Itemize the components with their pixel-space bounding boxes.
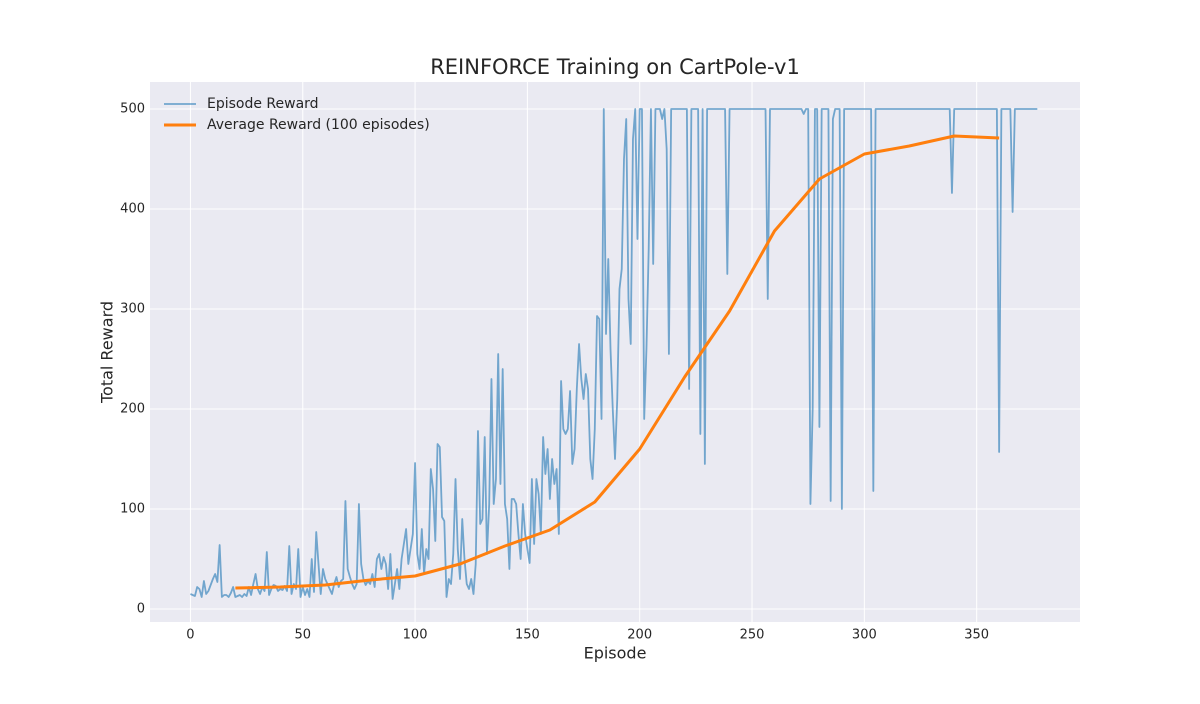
x-tick-label: 0 [186,628,194,643]
y-tick-label: 0 [137,602,145,617]
series-line [190,108,1038,600]
x-tick-label: 100 [403,628,428,643]
x-tick-label: 350 [964,628,989,643]
y-axis-label: Total Reward [98,301,117,404]
y-tick-label: 200 [120,402,145,417]
series-line [235,134,1000,590]
plot-area [150,82,1080,622]
y-tick-label: 300 [120,302,145,317]
chart-title: REINFORCE Training on CartPole-v1 [430,55,800,79]
y-tick-label: 400 [120,202,145,217]
x-tick-label: 50 [294,628,311,643]
x-tick-label: 300 [852,628,877,643]
x-axis-label: Episode [584,644,647,663]
legend-label: Episode Reward [207,96,319,112]
y-tick-label: 100 [120,502,145,517]
x-tick-label: 200 [627,628,652,643]
x-tick-label: 150 [515,628,540,643]
x-tick-label: 250 [740,628,765,643]
y-tick-label: 500 [120,102,145,117]
legend-label: Average Reward (100 episodes) [207,117,430,133]
